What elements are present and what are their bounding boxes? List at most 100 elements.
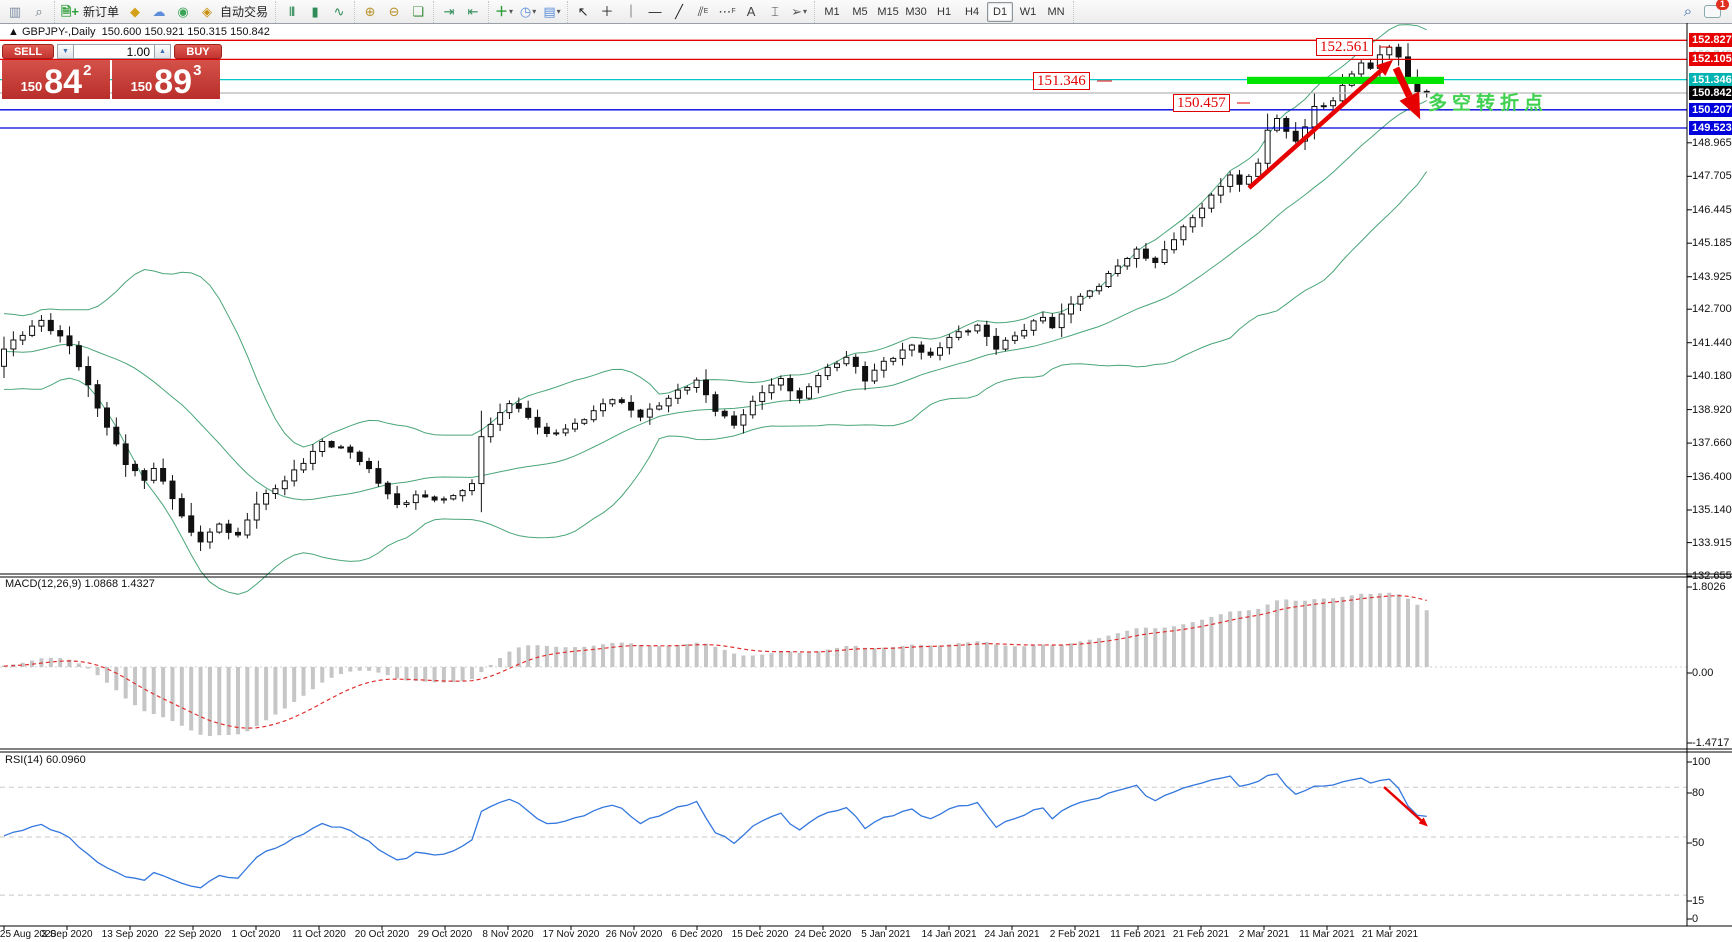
line-chart-icon[interactable]: ∿ — [333, 4, 345, 19]
date-axis-label: 11 Oct 2020 — [292, 929, 346, 940]
axis-price-tick: 145.185 — [1692, 237, 1732, 250]
buy-button[interactable]: BUY — [174, 44, 222, 59]
candlestick-chart-icon[interactable]: ▮ — [311, 4, 319, 19]
vertical-line-icon[interactable]: ｜ — [624, 4, 638, 19]
cursor-icon[interactable]: ↖ — [577, 4, 589, 19]
volume-decrease-button[interactable]: ▼ — [57, 44, 74, 59]
date-axis-label: 11 Feb 2021 — [1110, 929, 1166, 940]
bar-chart-icon[interactable]: ǁǀ — [288, 4, 296, 19]
periods-caret-icon[interactable]: ▾ — [532, 6, 537, 16]
tf-m1[interactable]: M1 — [824, 5, 840, 18]
axis-level-tag: 150.207 — [1689, 102, 1732, 117]
trendline-icon[interactable]: ╱ — [675, 4, 683, 19]
tf-m5[interactable]: M5 — [852, 5, 868, 18]
data-window-icon[interactable]: ⌕ — [35, 4, 43, 19]
buy-price-pips: 89 — [154, 63, 193, 102]
sell-price-main: 150 — [20, 79, 43, 94]
trend-arrows[interactable] — [1097, 46, 1421, 190]
horizontal-line-icon[interactable]: — — [648, 4, 662, 19]
macd-axis-tick: 0.00 — [1692, 667, 1714, 679]
notifications-icon[interactable]: 1 — [1701, 0, 1729, 22]
notification-badge: 1 — [1715, 0, 1729, 10]
chart-window-icon[interactable]: ▥ — [8, 4, 22, 19]
axis-level-tag: 152.827 — [1689, 33, 1732, 48]
toolbar-group-scroll: ⇥ ⇤ — [434, 0, 490, 23]
rsi-panel — [0, 773, 1687, 896]
sell-price-box[interactable]: 150 84 2 — [2, 60, 110, 99]
collapse-arrow-icon[interactable]: ▲ — [8, 26, 19, 38]
indicators-caret-icon[interactable]: ▾ — [509, 6, 514, 16]
templates-caret-icon[interactable]: ▾ — [556, 6, 561, 16]
chart-shift-icon[interactable]: ⇤ — [467, 4, 479, 19]
chat-bubble-icon — [1703, 5, 1721, 18]
rsi-axis-tick: 80 — [1692, 787, 1705, 799]
tf-m30[interactable]: M30 — [905, 5, 927, 18]
date-axis-label: 21 Mar 2021 — [1361, 929, 1419, 940]
tf-h1[interactable]: H1 — [937, 5, 952, 18]
tile-windows-icon[interactable]: ❏ — [412, 4, 424, 19]
community-icon[interactable]: ☁ — [152, 4, 166, 19]
panel-frame — [0, 23, 1732, 930]
sell-price-pips: 84 — [44, 63, 83, 102]
buy-price-box[interactable]: 150 89 3 — [112, 60, 220, 99]
sell-price-point: 2 — [83, 62, 92, 79]
tf-m15[interactable]: M15 — [877, 5, 899, 18]
date-axis-label: 2 Feb 2021 — [1049, 929, 1101, 940]
date-axis-label: 24 Dec 2020 — [794, 929, 852, 940]
price-callout-151346[interactable]: 151.346 — [1033, 72, 1090, 90]
tf-w1[interactable]: W1 — [1019, 5, 1037, 18]
main-toolbar: ▥ ⌕ 🗎+ 新订单 ◆ ☁ ◉ ◈ 自动交易 ǁǀ ▮ ∿ ⊕ ⊖ ❏ ⇥ ⇤… — [0, 0, 1732, 24]
toolbar-group-zoom: ⊕ ⊖ ❏ — [355, 0, 435, 23]
one-click-trading-panel: SELL ▼ ▲ BUY 150 84 2 150 89 3 — [2, 44, 222, 99]
fibonacci-icon[interactable]: ⋯ F — [718, 4, 736, 19]
axis-price-tick: 133.915 — [1692, 536, 1732, 549]
signals-icon[interactable]: ◉ — [177, 4, 189, 19]
date-axis-label: 22 Sep 2020 — [164, 929, 222, 940]
rsi-arrow[interactable] — [1383, 786, 1428, 827]
zoom-out-icon[interactable]: ⊖ — [388, 4, 400, 19]
text-icon[interactable]: A — [746, 4, 756, 19]
macd-axis-tick: 1.8026 — [1692, 581, 1726, 593]
axis-price-tick: 135.140 — [1692, 504, 1732, 517]
date-axis-label: 26 Nov 2020 — [605, 929, 663, 940]
volume-increase-button[interactable]: ▲ — [154, 44, 171, 59]
axis-price-tick: 143.925 — [1692, 270, 1732, 283]
arrows-caret-icon[interactable]: ▾ — [802, 6, 807, 16]
date-axis-label: 6 Dec 2020 — [671, 929, 723, 940]
search-icon[interactable]: ⌕ — [1683, 3, 1693, 20]
auto-scroll-icon[interactable]: ⇥ — [443, 4, 455, 19]
autotrading-label[interactable]: 自动交易 — [220, 5, 269, 19]
date-axis-label: 13 Sep 2020 — [101, 929, 159, 940]
axis-price-tick: 147.705 — [1692, 170, 1732, 183]
date-axis-label: 1 Oct 2020 — [231, 929, 281, 940]
turning-point-annotation[interactable]: 多空转折点 — [1428, 93, 1549, 114]
periods-icon[interactable]: ◷ ▾ — [519, 4, 537, 19]
crosshair-icon[interactable]: ＋ — [600, 4, 614, 19]
arrows-icon[interactable]: ➢ ▾ — [791, 4, 807, 19]
channel-icon[interactable]: ⫽ E — [697, 4, 709, 19]
new-order-icon[interactable]: 🗎+ — [60, 4, 80, 19]
tf-h4[interactable]: H4 — [965, 5, 980, 18]
volume-input[interactable] — [74, 44, 154, 59]
tf-mn[interactable]: MN — [1047, 5, 1065, 18]
autotrading-icon[interactable]: ◈ — [202, 4, 213, 19]
tf-d1[interactable]: D1 — [987, 1, 1014, 22]
templates-icon[interactable]: ▤ ▾ — [543, 4, 561, 19]
date-axis-label: 20 Oct 2020 — [354, 929, 410, 940]
axis-price-tick: 136.400 — [1692, 470, 1732, 483]
text-label-icon[interactable]: ⌶ — [771, 4, 779, 19]
highlight-rectangle[interactable] — [1247, 76, 1444, 84]
market-watch-icon[interactable]: ◆ — [130, 4, 141, 19]
symbol-ohlc: 150.600 150.921 150.315 150.842 — [101, 26, 270, 38]
new-order-label[interactable]: 新订单 — [83, 5, 120, 19]
chart-symbol-line: ▲ GBPJPY-,Daily 150.600 150.921 150.315 … — [8, 26, 270, 38]
axis-level-tag: 152.105 — [1689, 52, 1732, 67]
zoom-in-icon[interactable]: ⊕ — [364, 4, 376, 19]
price-callout-150457[interactable]: 150.457 — [1173, 94, 1230, 112]
price-callout-152561[interactable]: 152.561 — [1316, 38, 1373, 56]
toolbar-group-timeframes: M1 M5 M15 M30 H1 H4 D1 W1 MN — [815, 0, 1075, 23]
sell-button[interactable]: SELL — [2, 44, 54, 59]
toolbar-group-right: ⌕ 1 — [1673, 0, 1732, 23]
indicators-icon[interactable]: ＋ ▾ — [495, 4, 514, 19]
